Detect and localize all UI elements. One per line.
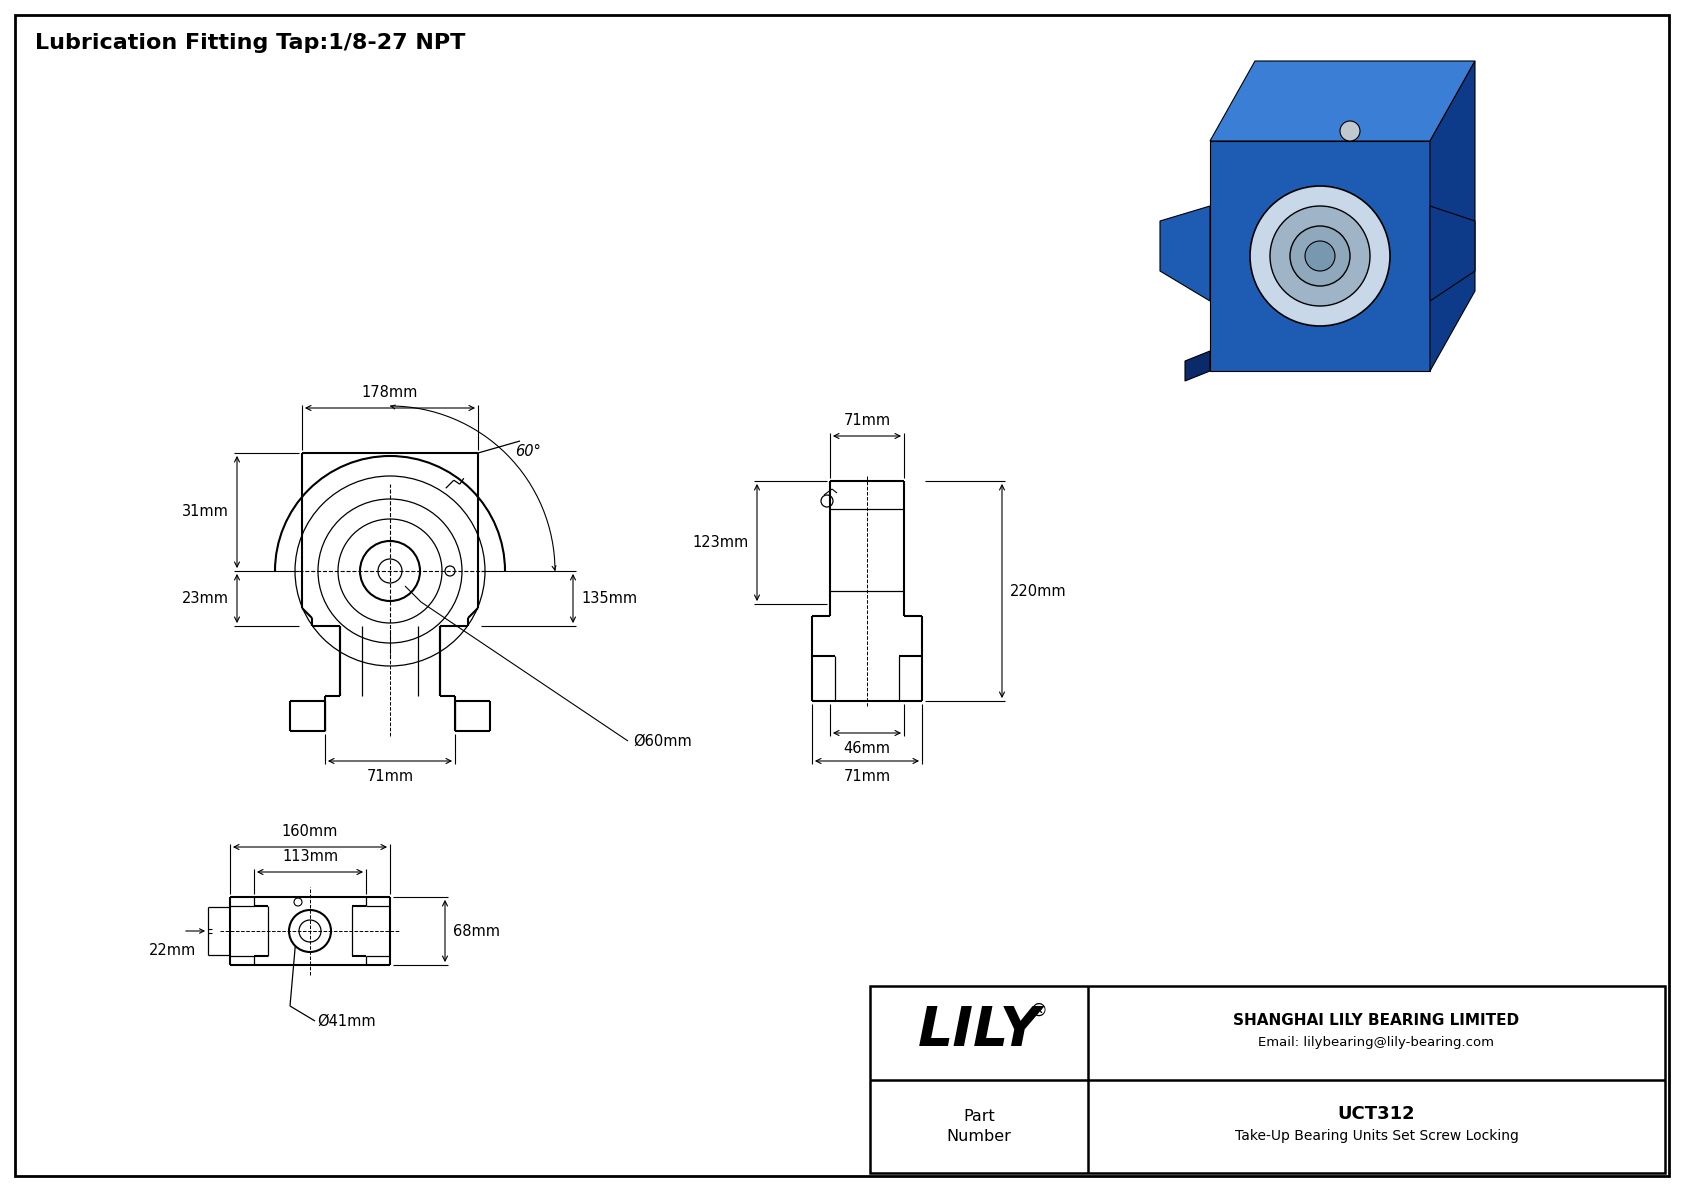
Text: LILY: LILY — [918, 1004, 1041, 1058]
Text: UCT312: UCT312 — [1337, 1105, 1415, 1123]
Ellipse shape — [1290, 226, 1351, 286]
Text: Ø41mm: Ø41mm — [317, 1014, 376, 1029]
Text: 71mm: 71mm — [844, 413, 891, 428]
Text: 68mm: 68mm — [453, 923, 500, 939]
Ellipse shape — [1250, 186, 1389, 326]
Text: 178mm: 178mm — [362, 385, 418, 400]
Text: 113mm: 113mm — [281, 849, 338, 863]
Ellipse shape — [1270, 206, 1371, 306]
Circle shape — [1340, 121, 1361, 141]
Polygon shape — [1211, 61, 1475, 141]
Text: Email: lilybearing@lily-bearing.com: Email: lilybearing@lily-bearing.com — [1258, 1036, 1494, 1049]
Text: 71mm: 71mm — [844, 769, 891, 784]
Text: Part
Number: Part Number — [946, 1109, 1012, 1143]
Polygon shape — [1186, 351, 1211, 381]
Text: 22mm: 22mm — [150, 943, 197, 958]
Text: 60°: 60° — [515, 443, 541, 459]
Text: 46mm: 46mm — [844, 741, 891, 756]
Ellipse shape — [1305, 241, 1335, 272]
Text: 71mm: 71mm — [367, 769, 414, 784]
Text: 220mm: 220mm — [1010, 584, 1066, 599]
Text: 160mm: 160mm — [281, 824, 338, 838]
Text: 23mm: 23mm — [182, 591, 229, 606]
Polygon shape — [1430, 206, 1475, 301]
Text: 135mm: 135mm — [581, 591, 637, 606]
Text: Lubrication Fitting Tap:1/8-27 NPT: Lubrication Fitting Tap:1/8-27 NPT — [35, 33, 465, 54]
Text: Take-Up Bearing Units Set Screw Locking: Take-Up Bearing Units Set Screw Locking — [1234, 1129, 1519, 1143]
Text: SHANGHAI LILY BEARING LIMITED: SHANGHAI LILY BEARING LIMITED — [1233, 1014, 1519, 1028]
Text: 123mm: 123mm — [692, 535, 749, 550]
Polygon shape — [1211, 141, 1430, 372]
Text: Ø60mm: Ø60mm — [633, 734, 692, 748]
Bar — [871, 986, 1665, 1173]
Text: 31mm: 31mm — [182, 505, 229, 519]
Polygon shape — [1430, 61, 1475, 372]
Polygon shape — [1160, 206, 1211, 301]
Text: ®: ® — [1029, 1002, 1047, 1019]
